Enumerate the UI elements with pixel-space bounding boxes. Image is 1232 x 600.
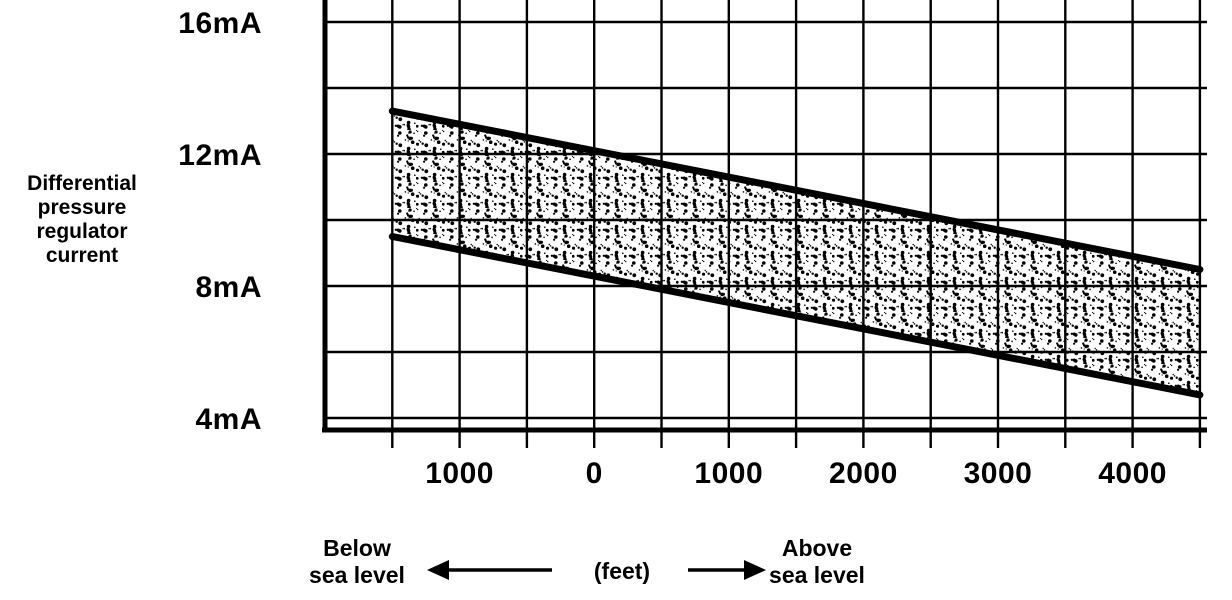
tolerance-band (388, 107, 1204, 399)
lower-limit-line (388, 233, 1204, 399)
tolerance-band-fill (392, 111, 1200, 395)
y-tick-label: 12mA (178, 139, 262, 172)
x-tick-label: 4000 (1098, 457, 1167, 490)
feet-unit-label: (feet) (594, 558, 650, 584)
arrow-left-head (427, 560, 449, 580)
y-tick-label: 4mA (195, 403, 262, 436)
x-tick-label: 0 (586, 457, 603, 490)
y-axis-title-line: Differential (27, 172, 137, 195)
arrow-left-icon (427, 560, 552, 580)
x-axis-annotation: Below sea level (feet) Above sea level (309, 535, 865, 588)
x-tick-label: 1000 (425, 457, 494, 490)
below-sea-level-label: Below (323, 535, 391, 561)
y-tick-label: 16mA (178, 7, 262, 40)
y-axis-title-line: pressure (38, 196, 127, 219)
axes (322, 0, 1207, 433)
y-axis-title-line: current (46, 244, 118, 267)
upper-limit-line (388, 107, 1204, 273)
x-tick-label: 2000 (829, 457, 898, 490)
y-tick-label: 8mA (195, 271, 262, 304)
x-axis-labels: 1000 0 1000 2000 3000 4000 (425, 457, 1167, 490)
arrow-right-icon (688, 560, 766, 580)
y-axis-title-line: regulator (36, 220, 127, 243)
arrow-right-head (744, 560, 766, 580)
x-tick-label: 3000 (964, 457, 1033, 490)
y-axis-labels: 16mA 12mA 8mA 4mA (178, 7, 262, 436)
above-sea-level-label: Above (782, 535, 852, 561)
below-sea-level-label: sea level (309, 562, 405, 588)
above-sea-level-label: sea level (769, 562, 865, 588)
x-tick-label: 1000 (694, 457, 763, 490)
y-axis-title: Differential pressure regulator current (27, 172, 137, 267)
